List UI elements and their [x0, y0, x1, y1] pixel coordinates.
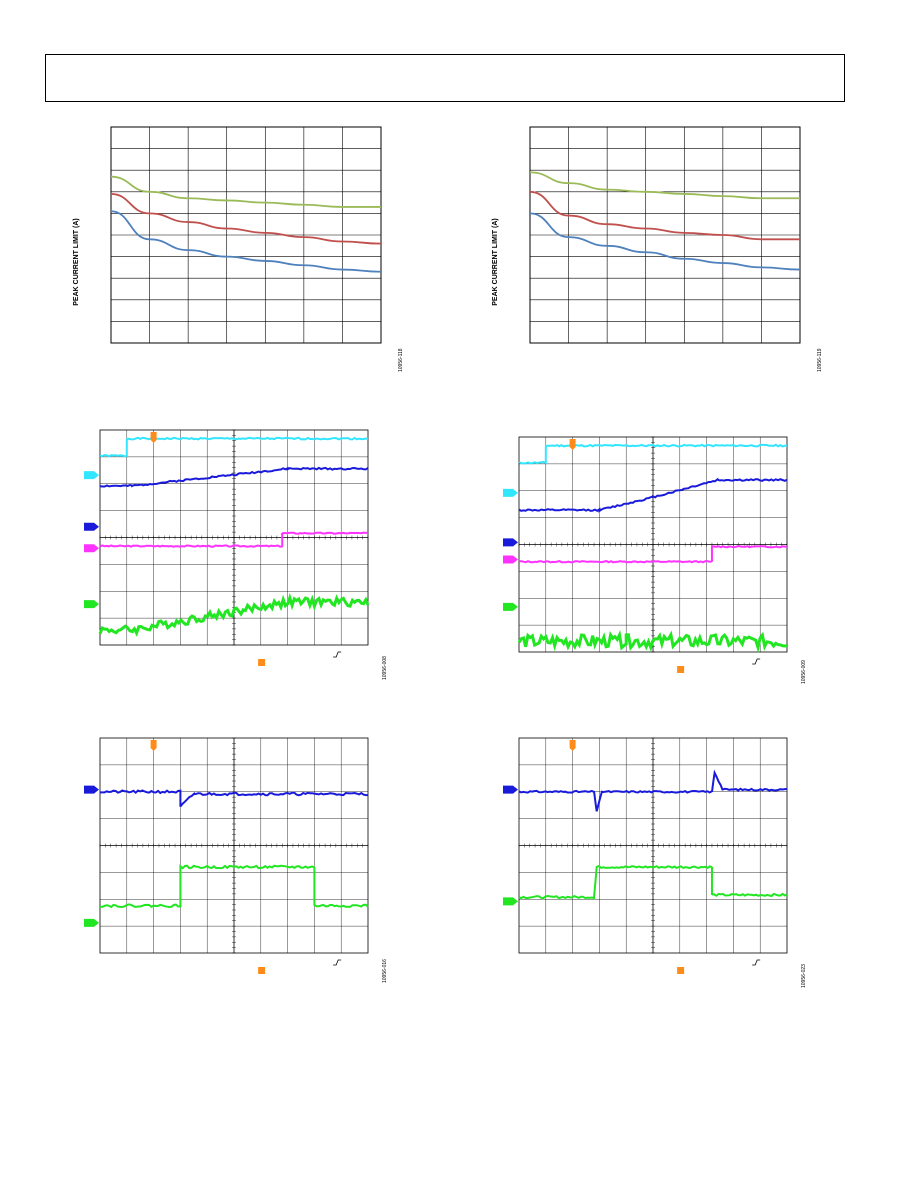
figure-code-023: 10956-023 — [801, 964, 807, 988]
chart-ylabel-right: PEAK CURRENT LIMIT (A) — [492, 218, 499, 306]
trigger-edge-icon — [333, 651, 342, 658]
scope-trace-1 — [518, 477, 788, 513]
scope-trace-0 — [99, 436, 369, 458]
figure-code-119: 10956-119 — [817, 348, 823, 372]
channel-marker-0 — [503, 785, 518, 794]
scope-trace-0 — [518, 443, 788, 465]
scope-svg-023: 10956-023 — [503, 737, 807, 988]
scope-trace-0 — [100, 789, 368, 808]
scope-009: 10956-009 — [499, 432, 809, 692]
scope-trace-2 — [99, 531, 369, 548]
scope-trace-1 — [518, 864, 788, 900]
trigger-level-marker — [258, 967, 266, 974]
chart-svg-right: PEAK CURRENT LIMIT (A) 10956-119 — [492, 126, 823, 372]
chart-peak-current-right: PEAK CURRENT LIMIT (A) 10956-119 — [487, 122, 827, 382]
channel-marker-1 — [503, 538, 518, 547]
channel-marker-1 — [84, 918, 99, 927]
channel-marker-0 — [84, 471, 99, 480]
chart-ylabel-left: PEAK CURRENT LIMIT (A) — [73, 218, 80, 306]
trigger-level-marker — [677, 967, 685, 974]
series-line-0 — [110, 175, 381, 208]
series-line-0 — [529, 171, 800, 200]
scope-trace-1 — [99, 466, 369, 488]
channel-marker-0 — [503, 488, 518, 497]
channel-marker-1 — [84, 522, 99, 531]
series-line-2 — [529, 212, 801, 271]
trigger-position-marker — [569, 740, 576, 751]
channel-marker-0 — [84, 785, 99, 794]
channel-marker-1 — [503, 897, 518, 906]
scope-023: 10956-023 — [499, 733, 809, 993]
scope-trace-3 — [517, 630, 788, 654]
page-header-box — [45, 54, 845, 102]
scope-trace-2 — [518, 544, 788, 564]
figure-code-016: 10956-016 — [382, 959, 388, 983]
trigger-edge-icon — [752, 959, 761, 966]
scope-svg-009: 10956-009 — [503, 436, 807, 684]
chart-peak-current-left: PEAK CURRENT LIMIT (A) 10956-118 — [68, 122, 408, 382]
trigger-level-marker — [677, 666, 685, 673]
scope-trace-0 — [518, 769, 788, 812]
scope-008: 10956-008 — [80, 425, 390, 685]
scope-svg-008: 10956-008 — [84, 429, 388, 680]
trigger-edge-icon — [752, 658, 761, 665]
trigger-level-marker — [258, 659, 266, 666]
series-line-1 — [110, 193, 382, 245]
series-line-2 — [110, 210, 382, 273]
channel-marker-3 — [84, 600, 99, 609]
trigger-edge-icon — [333, 959, 342, 966]
channel-marker-3 — [503, 602, 518, 611]
channel-marker-2 — [503, 555, 518, 564]
channel-marker-2 — [84, 544, 99, 553]
scope-016: 10956-016 — [80, 733, 390, 993]
trigger-position-marker — [150, 432, 157, 443]
scope-trace-3 — [98, 592, 370, 637]
figure-code-008: 10956-008 — [382, 656, 388, 680]
trigger-position-marker — [569, 439, 576, 450]
trigger-position-marker — [150, 740, 157, 751]
figure-code-009: 10956-009 — [801, 660, 807, 684]
series-line-1 — [529, 190, 800, 241]
chart-svg-left: PEAK CURRENT LIMIT (A) 10956-118 — [73, 126, 404, 372]
figure-code-118: 10956-118 — [398, 348, 404, 372]
scope-svg-016: 10956-016 — [84, 737, 388, 983]
scope-trace-1 — [99, 864, 369, 909]
